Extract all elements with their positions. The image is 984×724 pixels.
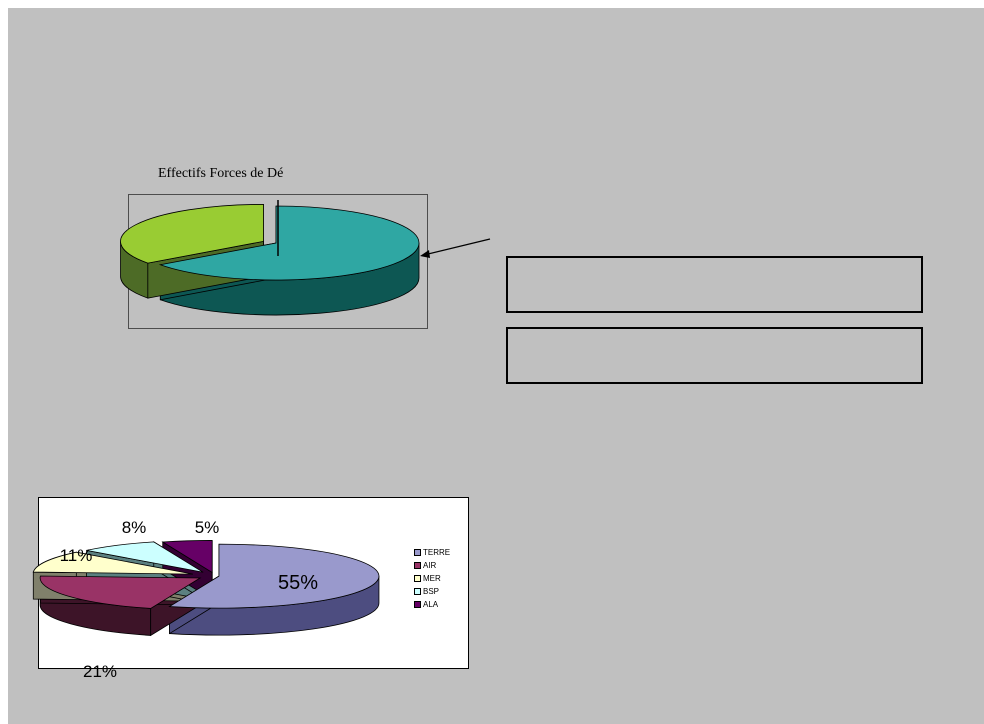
legend-swatch bbox=[414, 601, 421, 608]
legend-label: AIR bbox=[423, 561, 437, 570]
pie-slice-terre bbox=[168, 543, 380, 609]
data-label-air: 21% bbox=[83, 662, 117, 681]
data-label-bsp: 8% bbox=[122, 518, 147, 537]
legend-item-bsp: BSP bbox=[414, 585, 450, 598]
legend-item-air: AIR bbox=[414, 559, 450, 572]
legend-item-ala: ALA bbox=[414, 598, 450, 611]
legend-swatch bbox=[414, 575, 421, 582]
legend-item-terre: TERRE bbox=[414, 546, 450, 559]
pie-slice-1 bbox=[120, 203, 264, 264]
chart-legend: TERRE AIR MER BSP ALA bbox=[414, 546, 450, 611]
legend-swatch bbox=[414, 549, 421, 556]
legend-label: BSP bbox=[423, 587, 440, 596]
legend-label: MER bbox=[423, 574, 441, 583]
data-label-mer: 11% bbox=[60, 546, 93, 565]
chart-title: Effectifs Forces de Dé bbox=[158, 166, 284, 181]
legend-label: ALA bbox=[423, 600, 439, 609]
pie-slice-air bbox=[39, 575, 202, 609]
legend-swatch bbox=[414, 588, 421, 595]
callout-arrow-line bbox=[423, 238, 491, 256]
pie-slice-mer bbox=[32, 551, 194, 575]
deployed-forces-pie bbox=[120, 203, 420, 316]
pie-slice-0 bbox=[158, 205, 420, 281]
legend-swatch bbox=[414, 562, 421, 569]
callout-box-top bbox=[506, 256, 923, 313]
legend-label: TERRE bbox=[423, 548, 451, 557]
pie-slice-bsp bbox=[86, 541, 204, 573]
callout-arrow-head bbox=[420, 250, 430, 258]
pie-slice-ala bbox=[161, 540, 213, 574]
data-label-terre: 55% bbox=[278, 572, 318, 594]
legend-item-mer: MER bbox=[414, 572, 450, 585]
callout-box-bottom bbox=[506, 327, 923, 384]
forces-breakdown-pie: 55% 21% 11% 8% 5% bbox=[32, 518, 380, 681]
data-label-ala: 5% bbox=[195, 518, 220, 537]
